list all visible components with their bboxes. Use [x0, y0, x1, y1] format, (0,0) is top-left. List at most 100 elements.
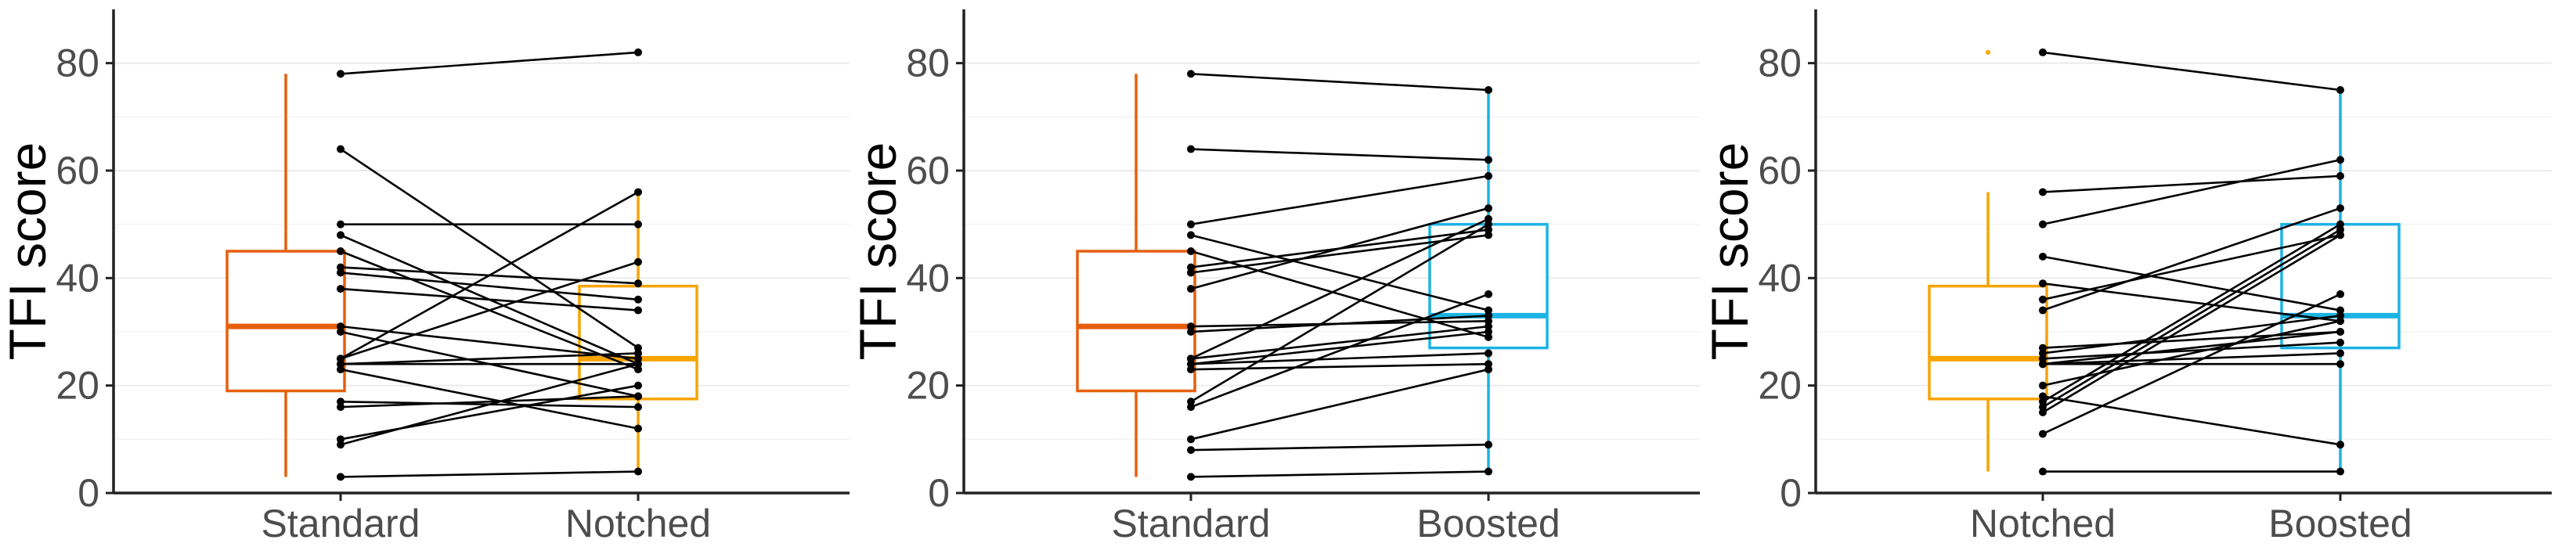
- y-tick-label: 40: [56, 256, 99, 300]
- pair-point-right: [1485, 317, 1492, 326]
- pair-point-left: [2039, 279, 2047, 288]
- pair-point-right: [634, 349, 642, 358]
- pair-point-right: [1485, 86, 1492, 94]
- pair-point-left: [337, 285, 345, 293]
- pair-point-right: [634, 48, 642, 56]
- pair-point-left: [337, 360, 345, 369]
- pair-point-right: [2336, 317, 2344, 326]
- pair-line: [340, 261, 639, 360]
- pair-point-right: [2336, 156, 2344, 164]
- pair-point-right: [634, 295, 642, 304]
- pair-line: [1190, 293, 1489, 408]
- y-tick-label: 40: [1758, 256, 1802, 300]
- pair-point-left: [1187, 403, 1195, 412]
- pair-point-right: [2336, 467, 2344, 476]
- pair-point-right: [634, 306, 642, 315]
- pair-point-left: [1187, 435, 1195, 444]
- pair-line: [2042, 352, 2341, 365]
- pair-point-right: [1485, 441, 1492, 449]
- pair-point-right: [1485, 231, 1492, 239]
- pair-line: [340, 191, 639, 360]
- pair-point-right: [2336, 171, 2344, 180]
- pair-line: [2042, 158, 2341, 225]
- pair-point-right: [2336, 86, 2344, 94]
- pair-point-right: [634, 424, 642, 433]
- pair-line: [2042, 234, 2341, 414]
- pair-point-left: [1187, 231, 1195, 239]
- pair-point-left: [2039, 392, 2047, 401]
- x-category-label: Boosted: [2268, 502, 2412, 543]
- pair-line: [340, 395, 639, 408]
- pair-line: [1190, 218, 1489, 360]
- pair-point-left: [337, 247, 345, 255]
- pair-point-right: [634, 279, 642, 288]
- y-tick-label: 60: [1758, 149, 1802, 193]
- pair-line: [1190, 362, 1489, 371]
- pair-line: [2042, 255, 2341, 311]
- pair-point-left: [337, 441, 345, 449]
- pair-point-left: [1187, 398, 1195, 406]
- pair-point-right: [634, 392, 642, 401]
- y-tick-label: 0: [78, 471, 99, 515]
- pair-line: [1190, 148, 1489, 161]
- pair-point-right: [1485, 156, 1492, 164]
- pair-point-right: [2336, 290, 2344, 298]
- pair-point-left: [1187, 70, 1195, 78]
- pair-line: [340, 272, 639, 301]
- pair-line: [1190, 368, 1489, 441]
- pair-point-right: [1485, 171, 1492, 180]
- pair-point-left: [2039, 398, 2047, 406]
- pair-point-left: [337, 328, 345, 336]
- pair-point-right: [1485, 328, 1492, 336]
- pair-point-right: [1485, 225, 1492, 234]
- pair-point-right: [2336, 441, 2344, 449]
- pair-point-right: [634, 220, 642, 229]
- pair-line: [1190, 223, 1489, 403]
- pair-point-left: [337, 268, 345, 277]
- pair-point-left: [1187, 446, 1195, 455]
- pair-point-left: [337, 365, 345, 374]
- pair-point-left: [1187, 247, 1195, 255]
- boxplot-notched: [578, 49, 698, 472]
- pair-line: [2042, 330, 2341, 349]
- x-category-label: Standard: [262, 502, 420, 543]
- pair-line: [340, 368, 639, 430]
- box-iqr: [225, 250, 346, 393]
- pair-point-right: [1485, 290, 1492, 298]
- pair-point-left: [337, 398, 345, 406]
- pair-point-left: [2039, 306, 2047, 315]
- pair-point-right: [1485, 220, 1492, 229]
- y-tick-label: 20: [56, 364, 99, 408]
- pair-point-right: [2336, 306, 2344, 315]
- pair-line: [2042, 223, 2341, 403]
- pair-point-right: [1485, 311, 1492, 320]
- pair-line: [340, 51, 639, 75]
- x-category-label: Boosted: [1416, 502, 1560, 543]
- x-category-label: Notched: [565, 502, 711, 543]
- pair-line: [1190, 234, 1489, 311]
- y-tick-label: 80: [56, 41, 99, 85]
- pair-line: [1190, 207, 1489, 290]
- pair-line: [2042, 293, 2341, 435]
- pair-line: [2042, 207, 2341, 311]
- boxplot-boosted: [1428, 90, 1549, 472]
- pair-point-right: [1485, 365, 1492, 374]
- pair-point-left: [2039, 188, 2047, 196]
- pair-line: [2042, 315, 2341, 354]
- pair-point-right: [634, 257, 642, 266]
- boxplot-standard: [1076, 74, 1196, 477]
- pair-point-left: [1187, 220, 1195, 229]
- pair-point-right: [1485, 349, 1492, 358]
- pair-line: [2042, 234, 2341, 301]
- pair-point-right: [1485, 333, 1492, 341]
- pair-line: [1190, 315, 1489, 333]
- y-tick-label: 80: [1758, 41, 1802, 85]
- panel-1: 0 20 40 60 80 TFI score Standard Notched: [0, 9, 850, 545]
- pair-point-left: [2039, 354, 2047, 363]
- y-tick-label: 60: [56, 149, 99, 193]
- pair-point-left: [1187, 268, 1195, 277]
- y-tick-label: 60: [906, 149, 950, 193]
- pair-point-left: [2039, 408, 2047, 416]
- pair-point-right: [1485, 467, 1492, 476]
- pair-point-left: [337, 322, 345, 331]
